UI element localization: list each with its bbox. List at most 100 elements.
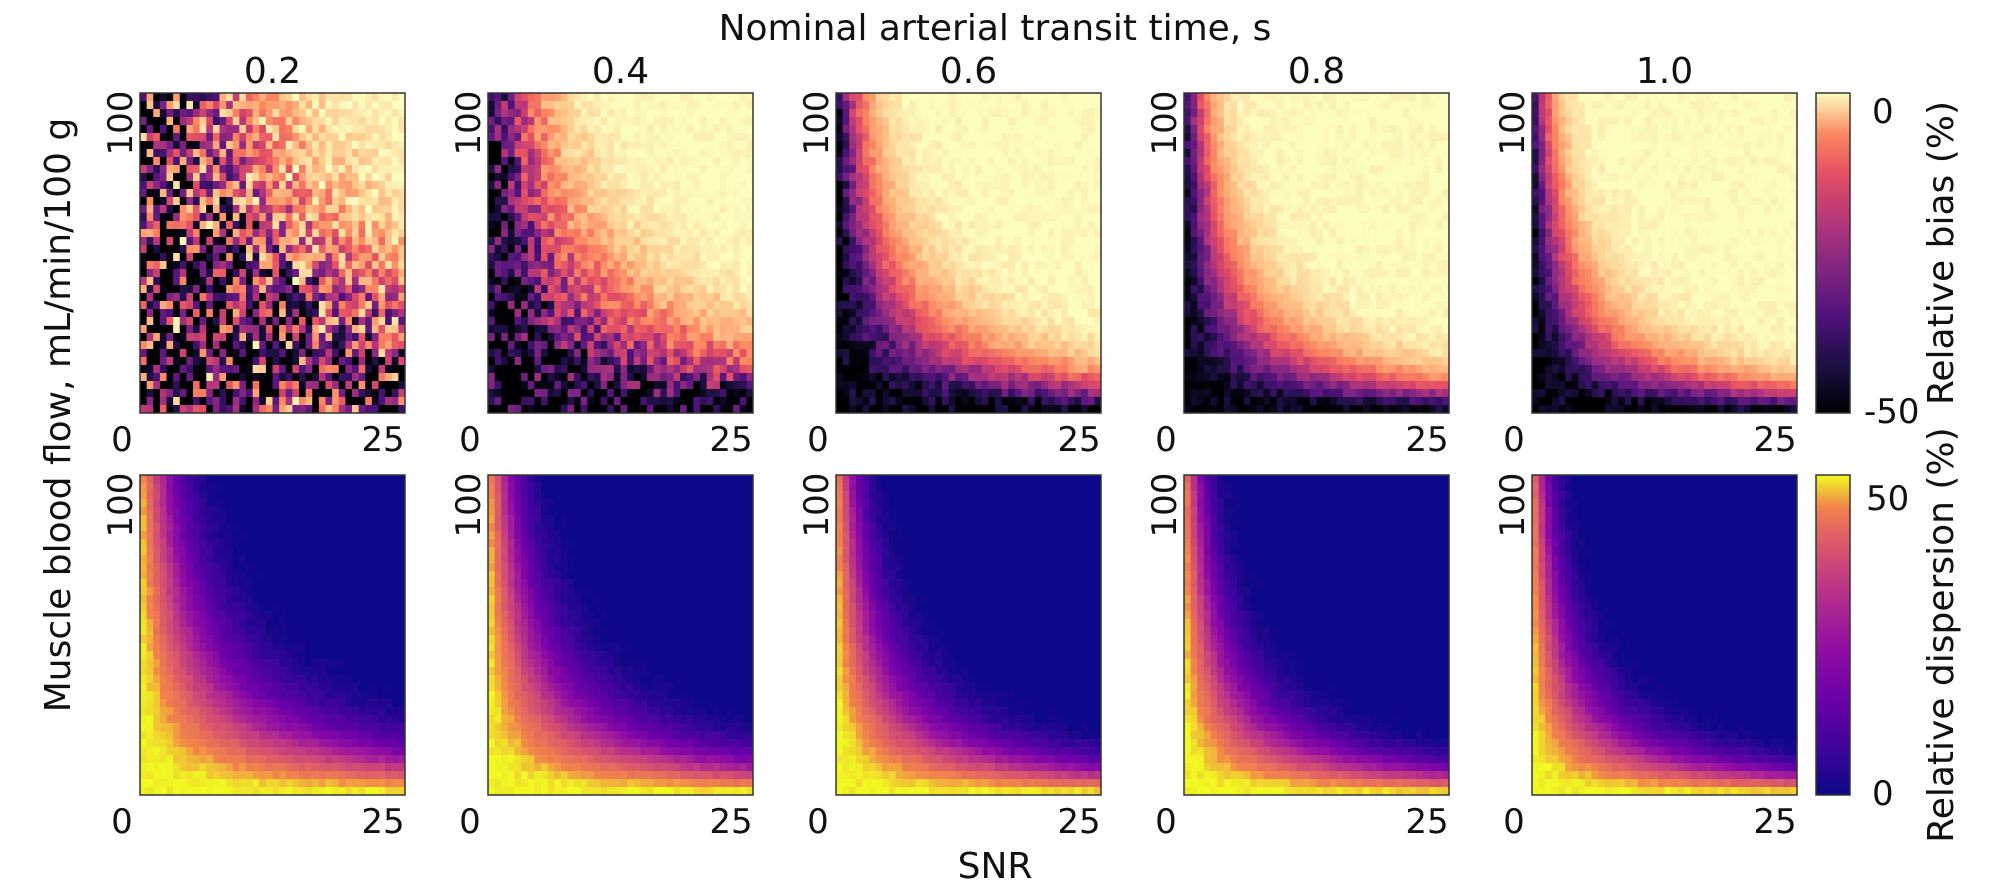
heatmap-cell	[378, 405, 386, 414]
heatmap-cell	[385, 261, 393, 270]
heatmap-cell	[875, 325, 883, 334]
heatmap-cell	[1230, 125, 1238, 134]
heatmap-cell	[206, 261, 214, 270]
heatmap-cell	[869, 325, 877, 334]
heatmap-cell	[146, 141, 154, 150]
heatmap-cell	[653, 277, 661, 286]
heatmap-cell	[948, 357, 956, 366]
heatmap-cell	[398, 341, 406, 350]
heatmap-cell	[199, 109, 207, 118]
heatmap-cell	[640, 365, 648, 374]
heatmap-cell	[527, 309, 535, 318]
heatmap-cell	[746, 205, 754, 214]
heatmap-cell	[620, 405, 628, 414]
heatmap-cell	[922, 133, 930, 142]
heatmap-cell	[193, 261, 201, 270]
heatmap-cell	[345, 165, 353, 174]
heatmap-cell	[580, 405, 588, 414]
heatmap-cell	[935, 93, 943, 102]
heatmap-cell	[1001, 157, 1009, 166]
heatmap-cell	[325, 253, 333, 262]
heatmap-cell	[378, 93, 386, 102]
heatmap-cell	[1094, 397, 1102, 406]
heatmap-cell	[981, 229, 989, 238]
heatmap-cell	[620, 205, 628, 214]
heatmap-cell	[1087, 149, 1095, 158]
heatmap-cell	[186, 253, 194, 262]
heatmap-cell	[961, 181, 969, 190]
x-tick-label-start: 0	[807, 420, 829, 460]
x-tick-label-end: 25	[1057, 420, 1100, 460]
heatmap-cell	[587, 293, 595, 302]
heatmap-cell	[666, 157, 674, 166]
heatmap-cell	[746, 229, 754, 238]
heatmap-cell	[680, 405, 688, 414]
heatmap-cell	[942, 309, 950, 318]
heatmap-cell	[338, 349, 346, 358]
heatmap-cell	[1081, 325, 1089, 334]
heatmap-cell	[1014, 301, 1022, 310]
heatmap-cell	[613, 277, 621, 286]
heatmap-cell	[365, 357, 373, 366]
heatmap-cell	[219, 245, 227, 254]
heatmap-cell	[574, 373, 582, 382]
heatmap-cell	[594, 165, 602, 174]
heatmap-cell	[318, 309, 326, 318]
heatmap-cell	[279, 253, 287, 262]
heatmap-cell	[547, 109, 555, 118]
heatmap-cell	[514, 325, 522, 334]
heatmap-cell	[587, 101, 595, 110]
heatmap-cell	[1041, 93, 1049, 102]
heatmap-cell	[514, 285, 522, 294]
heatmap-cell	[836, 109, 844, 118]
heatmap-cell	[318, 269, 326, 278]
heatmap-cell	[345, 397, 353, 406]
heatmap-cell	[226, 373, 234, 382]
heatmap-cell	[1034, 173, 1042, 182]
heatmap-cell	[352, 117, 360, 126]
heatmap-cell	[193, 373, 201, 382]
heatmap-cell	[146, 221, 154, 230]
heatmap-cell	[246, 221, 254, 230]
heatmap-cell	[1087, 197, 1095, 206]
heatmap-cell	[700, 237, 708, 246]
heatmap-cell	[640, 189, 648, 198]
heatmap-cell	[494, 109, 502, 118]
heatmap-cell	[206, 405, 214, 414]
heatmap-cell	[693, 349, 701, 358]
heatmap-cell	[1087, 109, 1095, 118]
heatmap-cell	[1415, 109, 1423, 118]
heatmap-cell	[633, 341, 641, 350]
heatmap-cell	[494, 333, 502, 342]
heatmap-cell	[140, 229, 148, 238]
heatmap-cell	[252, 253, 260, 262]
heatmap-cell	[193, 253, 201, 262]
heatmap-cell	[935, 157, 943, 166]
heatmap-cell	[660, 117, 668, 126]
heatmap-cell	[514, 261, 522, 270]
heatmap-cell	[942, 333, 950, 342]
heatmap-cell	[902, 333, 910, 342]
heatmap-cell	[902, 389, 910, 398]
heatmap-cell	[279, 237, 287, 246]
heatmap-cell	[955, 373, 963, 382]
heatmap-cell	[680, 101, 688, 110]
heatmap-cell	[299, 317, 307, 326]
heatmap-cell	[666, 373, 674, 382]
heatmap-cell	[140, 373, 148, 382]
heatmap-cell	[922, 93, 930, 102]
heatmap-cell	[1014, 349, 1022, 358]
heatmap-cell	[1276, 117, 1284, 126]
heatmap-cell	[501, 293, 509, 302]
heatmap-cell	[935, 365, 943, 374]
heatmap-cell	[554, 261, 562, 270]
heatmap-cell	[173, 341, 181, 350]
heatmap-cell	[1276, 93, 1284, 102]
heatmap-cell	[345, 157, 353, 166]
heatmap-cell	[488, 189, 496, 198]
heatmap-cell	[352, 285, 360, 294]
heatmap-cell	[574, 309, 582, 318]
heatmap-cell	[733, 149, 741, 158]
heatmap-cell	[948, 141, 956, 150]
heatmap-cell	[842, 213, 850, 222]
